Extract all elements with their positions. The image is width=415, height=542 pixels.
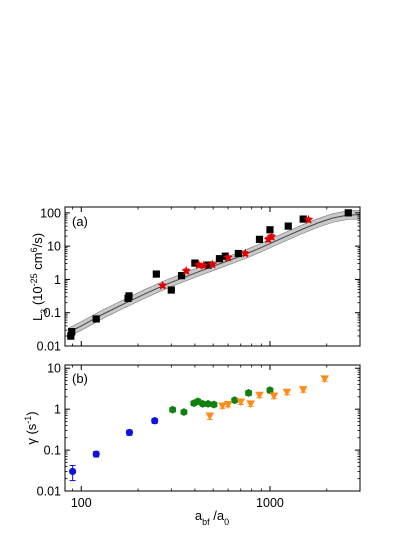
panel-b: 0.01 0.1 1 10 (b) γ (s-1): [23, 362, 361, 499]
panel-b-series-2-point-5: [255, 391, 264, 400]
panel-a-series-0-point-5: [152, 270, 160, 278]
panel-a-series-0-point-10: [215, 255, 224, 263]
panel-b-y-tick-label-3: 10: [47, 362, 61, 376]
panel-b-series-0-point-0: [69, 467, 77, 476]
panel-b-series-2-point-7: [282, 388, 292, 397]
panel-b-label: (b): [72, 371, 88, 386]
panel-b-series-1-point-9: [266, 386, 274, 395]
panel-b-series-2-point-8: [298, 386, 308, 394]
panel-a-series-1-point-3: [198, 260, 209, 270]
panel-b-y-tick-label-2: 1: [54, 403, 61, 417]
panel-a-ticks: 0.01 0.1 1 10 100: [37, 206, 361, 354]
x-axis-label: abf /a0: [195, 508, 229, 527]
panel-a-series-0-point-0: [67, 332, 75, 340]
panel-b-ticks: 0.01 0.1 1 10: [37, 362, 361, 499]
panel-b-series-2-point-3: [236, 398, 246, 407]
panel-a-marks: [67, 209, 352, 340]
panel-b-series-2-point-4: [246, 400, 255, 409]
panel-b-frame: [64, 364, 361, 492]
panel-a-series-0-point-2: [92, 315, 100, 323]
panel-b-series-0-point-2: [125, 428, 134, 437]
panel-a-series-0-point-4: [125, 292, 133, 300]
panel-a-series-1-point-8: [266, 231, 277, 241]
panel-b-series-1-point-8: [245, 388, 252, 397]
panel-a-series-1-point-9: [303, 214, 314, 224]
panel-b-series-1-point-4: [199, 399, 207, 408]
panel-b-series-1-point-6: [210, 400, 218, 409]
panel-b-series-1-point-0: [169, 405, 177, 414]
panel-a-y-axis-label: L3 (10-25 cm6/s): [29, 233, 49, 321]
fit-band-center: [67, 214, 361, 334]
panel-a-series-1-point-5: [223, 252, 233, 262]
panel-a-y-tick-label-3: 10: [47, 240, 61, 254]
panel-a-series-0-point-8: [191, 259, 199, 267]
panel-a-series-1-point-4: [207, 259, 218, 269]
panel-a-series-0-point-1: [68, 328, 76, 336]
panel-b-series-1-point-1: [180, 408, 188, 417]
x-axis-ticks: 100 1000: [71, 496, 284, 510]
panel-a-series-0-point-15: [284, 222, 292, 230]
panel-a-series-0-point-17: [344, 209, 352, 217]
panel-b-y-tick-label-1: 0.1: [44, 444, 61, 458]
panel-b-series-2-point-1: [218, 402, 227, 411]
panel-a-series-0-point-6: [167, 286, 175, 294]
panel-a-series-0-point-13: [255, 235, 264, 243]
panel-b-series-1-point-5: [204, 399, 212, 408]
panel-b-series-2-point-2: [223, 401, 233, 409]
panel-b-series-1-point-7: [231, 396, 239, 405]
panel-b-series-2-point-0: [205, 412, 215, 421]
panel-a-series-1-point-0: [157, 280, 168, 290]
panel-a-series-0-point-14: [266, 226, 274, 234]
panel-a-frame: [64, 206, 361, 347]
panel-a-series-0-point-9: [204, 261, 212, 269]
panel-a-y-tick-label-2: 1: [54, 273, 61, 287]
panel-b-series-0-point-3: [151, 417, 159, 425]
panel-b-marks: [69, 375, 330, 482]
panel-b-series-2-point-6: [269, 392, 279, 401]
panel-a-series-0-point-7: [177, 272, 186, 280]
fit-band-lower: [67, 218, 361, 338]
panel-a-series-0-point-16: [299, 215, 307, 223]
panel-a-fit-band: [67, 210, 361, 338]
panel-a-series-1-point-2: [194, 260, 204, 270]
panel-a-y-tick-label-4: 100: [40, 206, 61, 220]
panel-a-series-1-point-1: [181, 265, 192, 276]
panel-a-series-0-point-12: [234, 249, 242, 258]
panel-b-y-axis-label: γ (s-1): [23, 411, 39, 444]
panel-a-series-1-point-7: [263, 234, 274, 244]
panel-b-series-0-point-1: [92, 450, 100, 458]
panel-a-label: (a): [72, 214, 88, 229]
panel-a-series-1-point-6: [240, 248, 251, 258]
fit-band-area: [67, 210, 360, 338]
x-tick-label-1: 1000: [256, 496, 284, 510]
panel-a-y-tick-label-1: 0.1: [44, 306, 61, 320]
panel-a: 0.01 0.1 1 10 100 (a) L3 (10-25 cm6/s): [29, 206, 361, 354]
panel-a-y-tick-label-0: 0.01: [37, 340, 61, 354]
x-tick-label-0: 100: [71, 496, 92, 510]
panel-b-series-2-point-9: [320, 375, 330, 384]
panel-b-y-tick-label-0: 0.01: [37, 485, 61, 499]
